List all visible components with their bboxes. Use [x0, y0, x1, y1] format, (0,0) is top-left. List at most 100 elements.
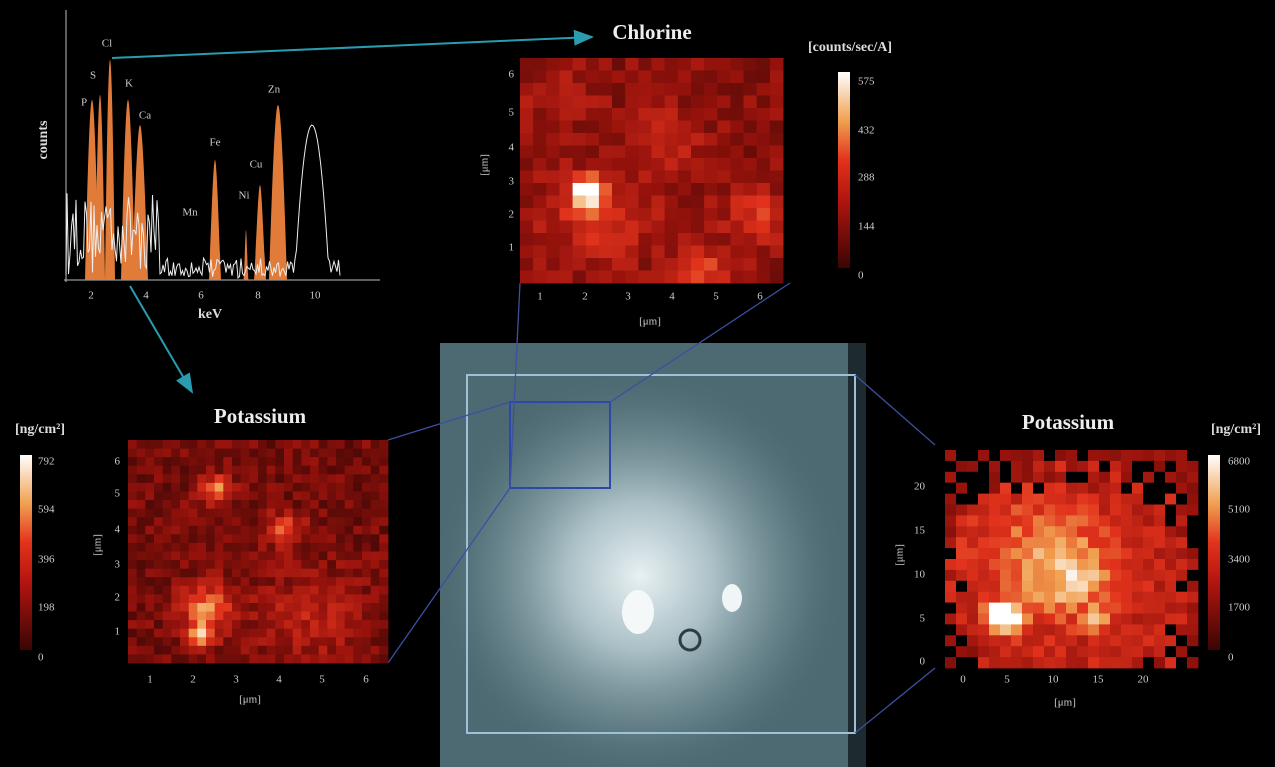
heatmap-cell	[1055, 614, 1066, 625]
label: 5	[1004, 674, 1010, 686]
heatmap-cell	[978, 603, 989, 614]
heatmap-cell	[652, 271, 666, 284]
heatmap-cell	[770, 58, 784, 71]
heatmap-cell	[154, 483, 163, 492]
heatmap-cell	[145, 517, 154, 526]
heatmap-cell	[362, 440, 371, 449]
heatmap-cell	[612, 208, 626, 221]
heatmap-cell	[319, 612, 328, 621]
label: 4	[276, 674, 282, 686]
heatmap-cell	[1033, 603, 1044, 614]
label: 2	[190, 674, 196, 686]
label: counts	[36, 120, 51, 159]
heatmap-cell	[154, 620, 163, 629]
heatmap-cell	[301, 646, 310, 655]
heatmap-cell	[978, 450, 989, 461]
heatmap-cell	[1066, 624, 1077, 635]
heatmap-cell	[249, 534, 258, 543]
label: 0	[1228, 652, 1234, 664]
heatmap-cell	[163, 483, 172, 492]
heatmap-cell	[180, 603, 189, 612]
heatmap-cell	[345, 517, 354, 526]
heatmap-cell	[1000, 548, 1011, 559]
heatmap-cell	[327, 569, 336, 578]
heatmap-cell	[232, 612, 241, 621]
heatmap-cell	[1165, 603, 1176, 614]
label: 1	[537, 291, 543, 303]
heatmap-cell	[353, 620, 362, 629]
heatmap-cell	[327, 594, 336, 603]
heatmap-cell	[945, 461, 956, 472]
heatmap-cell	[249, 509, 258, 518]
micrograph-glow	[440, 343, 866, 767]
heatmap-cell	[249, 483, 258, 492]
heatmap-cell	[967, 603, 978, 614]
heatmap-cell	[327, 449, 336, 458]
heatmap-cell	[770, 108, 784, 121]
heatmap-cell	[978, 505, 989, 516]
heatmap-cell	[1033, 537, 1044, 548]
heatmap-cell	[744, 83, 758, 96]
heatmap-cell	[310, 474, 319, 483]
heatmap-cell	[1044, 461, 1055, 472]
heatmap-cell	[967, 635, 978, 646]
heatmap-cell	[163, 449, 172, 458]
heatmap-cell	[319, 466, 328, 475]
heatmap-cell	[1055, 450, 1066, 461]
heatmap-cell	[258, 552, 267, 561]
heatmap-cell	[206, 492, 215, 501]
heatmap-cell	[1143, 537, 1154, 548]
heatmap-cell	[1011, 581, 1022, 592]
heatmap-cell	[293, 449, 302, 458]
heatmap-cell	[678, 71, 692, 84]
heatmap-cell	[586, 71, 600, 84]
heatmap-cell	[1077, 581, 1088, 592]
heatmap-cell	[1066, 635, 1077, 646]
heatmap-cell	[520, 221, 534, 234]
heatmap-cell	[717, 158, 731, 171]
heatmap-cell	[232, 629, 241, 638]
heatmap-cell	[171, 534, 180, 543]
heatmap-cell	[145, 449, 154, 458]
label: S	[90, 70, 96, 82]
heatmap-cell	[171, 620, 180, 629]
heatmap-cell	[1143, 657, 1154, 668]
heatmap-cell	[573, 246, 587, 259]
heatmap-cell	[1176, 526, 1187, 537]
heatmap-cell	[137, 466, 146, 475]
heatmap-cell	[258, 483, 267, 492]
heatmap-cell	[206, 517, 215, 526]
heatmap-cell	[1099, 624, 1110, 635]
heatmap-cell	[1143, 570, 1154, 581]
heatmap-cell	[1033, 635, 1044, 646]
heatmap-cell	[956, 624, 967, 635]
heatmap-cell	[757, 108, 771, 121]
heatmap-cell	[967, 461, 978, 472]
heatmap-cell	[652, 83, 666, 96]
heatmap-cell	[546, 246, 560, 259]
heatmap-cell	[353, 612, 362, 621]
heatmap-cell	[353, 492, 362, 501]
heatmap-cell	[258, 543, 267, 552]
heatmap-cell	[1121, 646, 1132, 657]
heatmap-cell	[730, 258, 744, 271]
heatmap-cell	[945, 570, 956, 581]
heatmap-cell	[1000, 559, 1011, 570]
heatmap-cell	[1110, 505, 1121, 516]
heatmap-cell	[379, 517, 388, 526]
heatmap-cell	[353, 449, 362, 458]
heatmap-cell	[171, 577, 180, 586]
heatmap-cell	[163, 629, 172, 638]
heatmap-cell	[215, 620, 224, 629]
heatmap-cell	[770, 233, 784, 246]
heatmap-cell	[163, 612, 172, 621]
heatmap-cell	[546, 196, 560, 209]
heatmap-cell	[249, 517, 258, 526]
heatmap-cell	[163, 474, 172, 483]
heatmap-cell	[1165, 472, 1176, 483]
heatmap-cell	[154, 474, 163, 483]
heatmap-cell	[586, 233, 600, 246]
heatmap-cell	[1022, 614, 1033, 625]
heatmap-cell	[744, 146, 758, 159]
heatmap-cell	[1187, 494, 1198, 505]
